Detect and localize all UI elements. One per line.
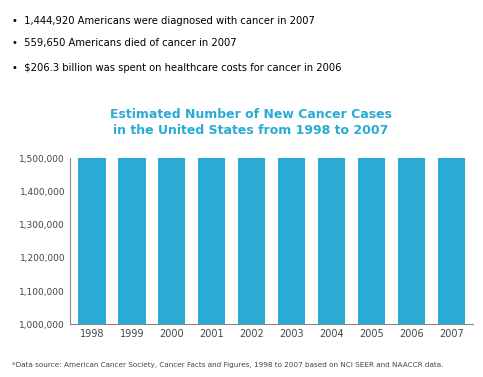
Text: •  1,444,920 Americans were diagnosed with cancer in 2007: • 1,444,920 Americans were diagnosed wit… xyxy=(12,16,315,26)
Text: *Data source: American Cancer Society, Cancer Facts and Figures, 1998 to 2007 ba: *Data source: American Cancer Society, C… xyxy=(12,362,443,368)
Bar xyxy=(438,0,465,324)
Bar xyxy=(318,0,345,324)
Text: in the United States from 1998 to 2007: in the United States from 1998 to 2007 xyxy=(114,124,389,136)
Text: •  559,650 Americans died of cancer in 2007: • 559,650 Americans died of cancer in 20… xyxy=(12,38,237,48)
Bar xyxy=(118,0,145,324)
Bar xyxy=(158,0,185,324)
Bar xyxy=(278,0,305,324)
Bar xyxy=(198,0,226,324)
Text: •  $206.3 billion was spent on healthcare costs for cancer in 2006: • $206.3 billion was spent on healthcare… xyxy=(12,63,341,73)
Text: Estimated Number of New Cancer Cases: Estimated Number of New Cancer Cases xyxy=(110,109,392,121)
Bar xyxy=(78,0,106,324)
Bar xyxy=(358,0,385,324)
Bar xyxy=(238,0,265,324)
Bar xyxy=(398,0,425,324)
